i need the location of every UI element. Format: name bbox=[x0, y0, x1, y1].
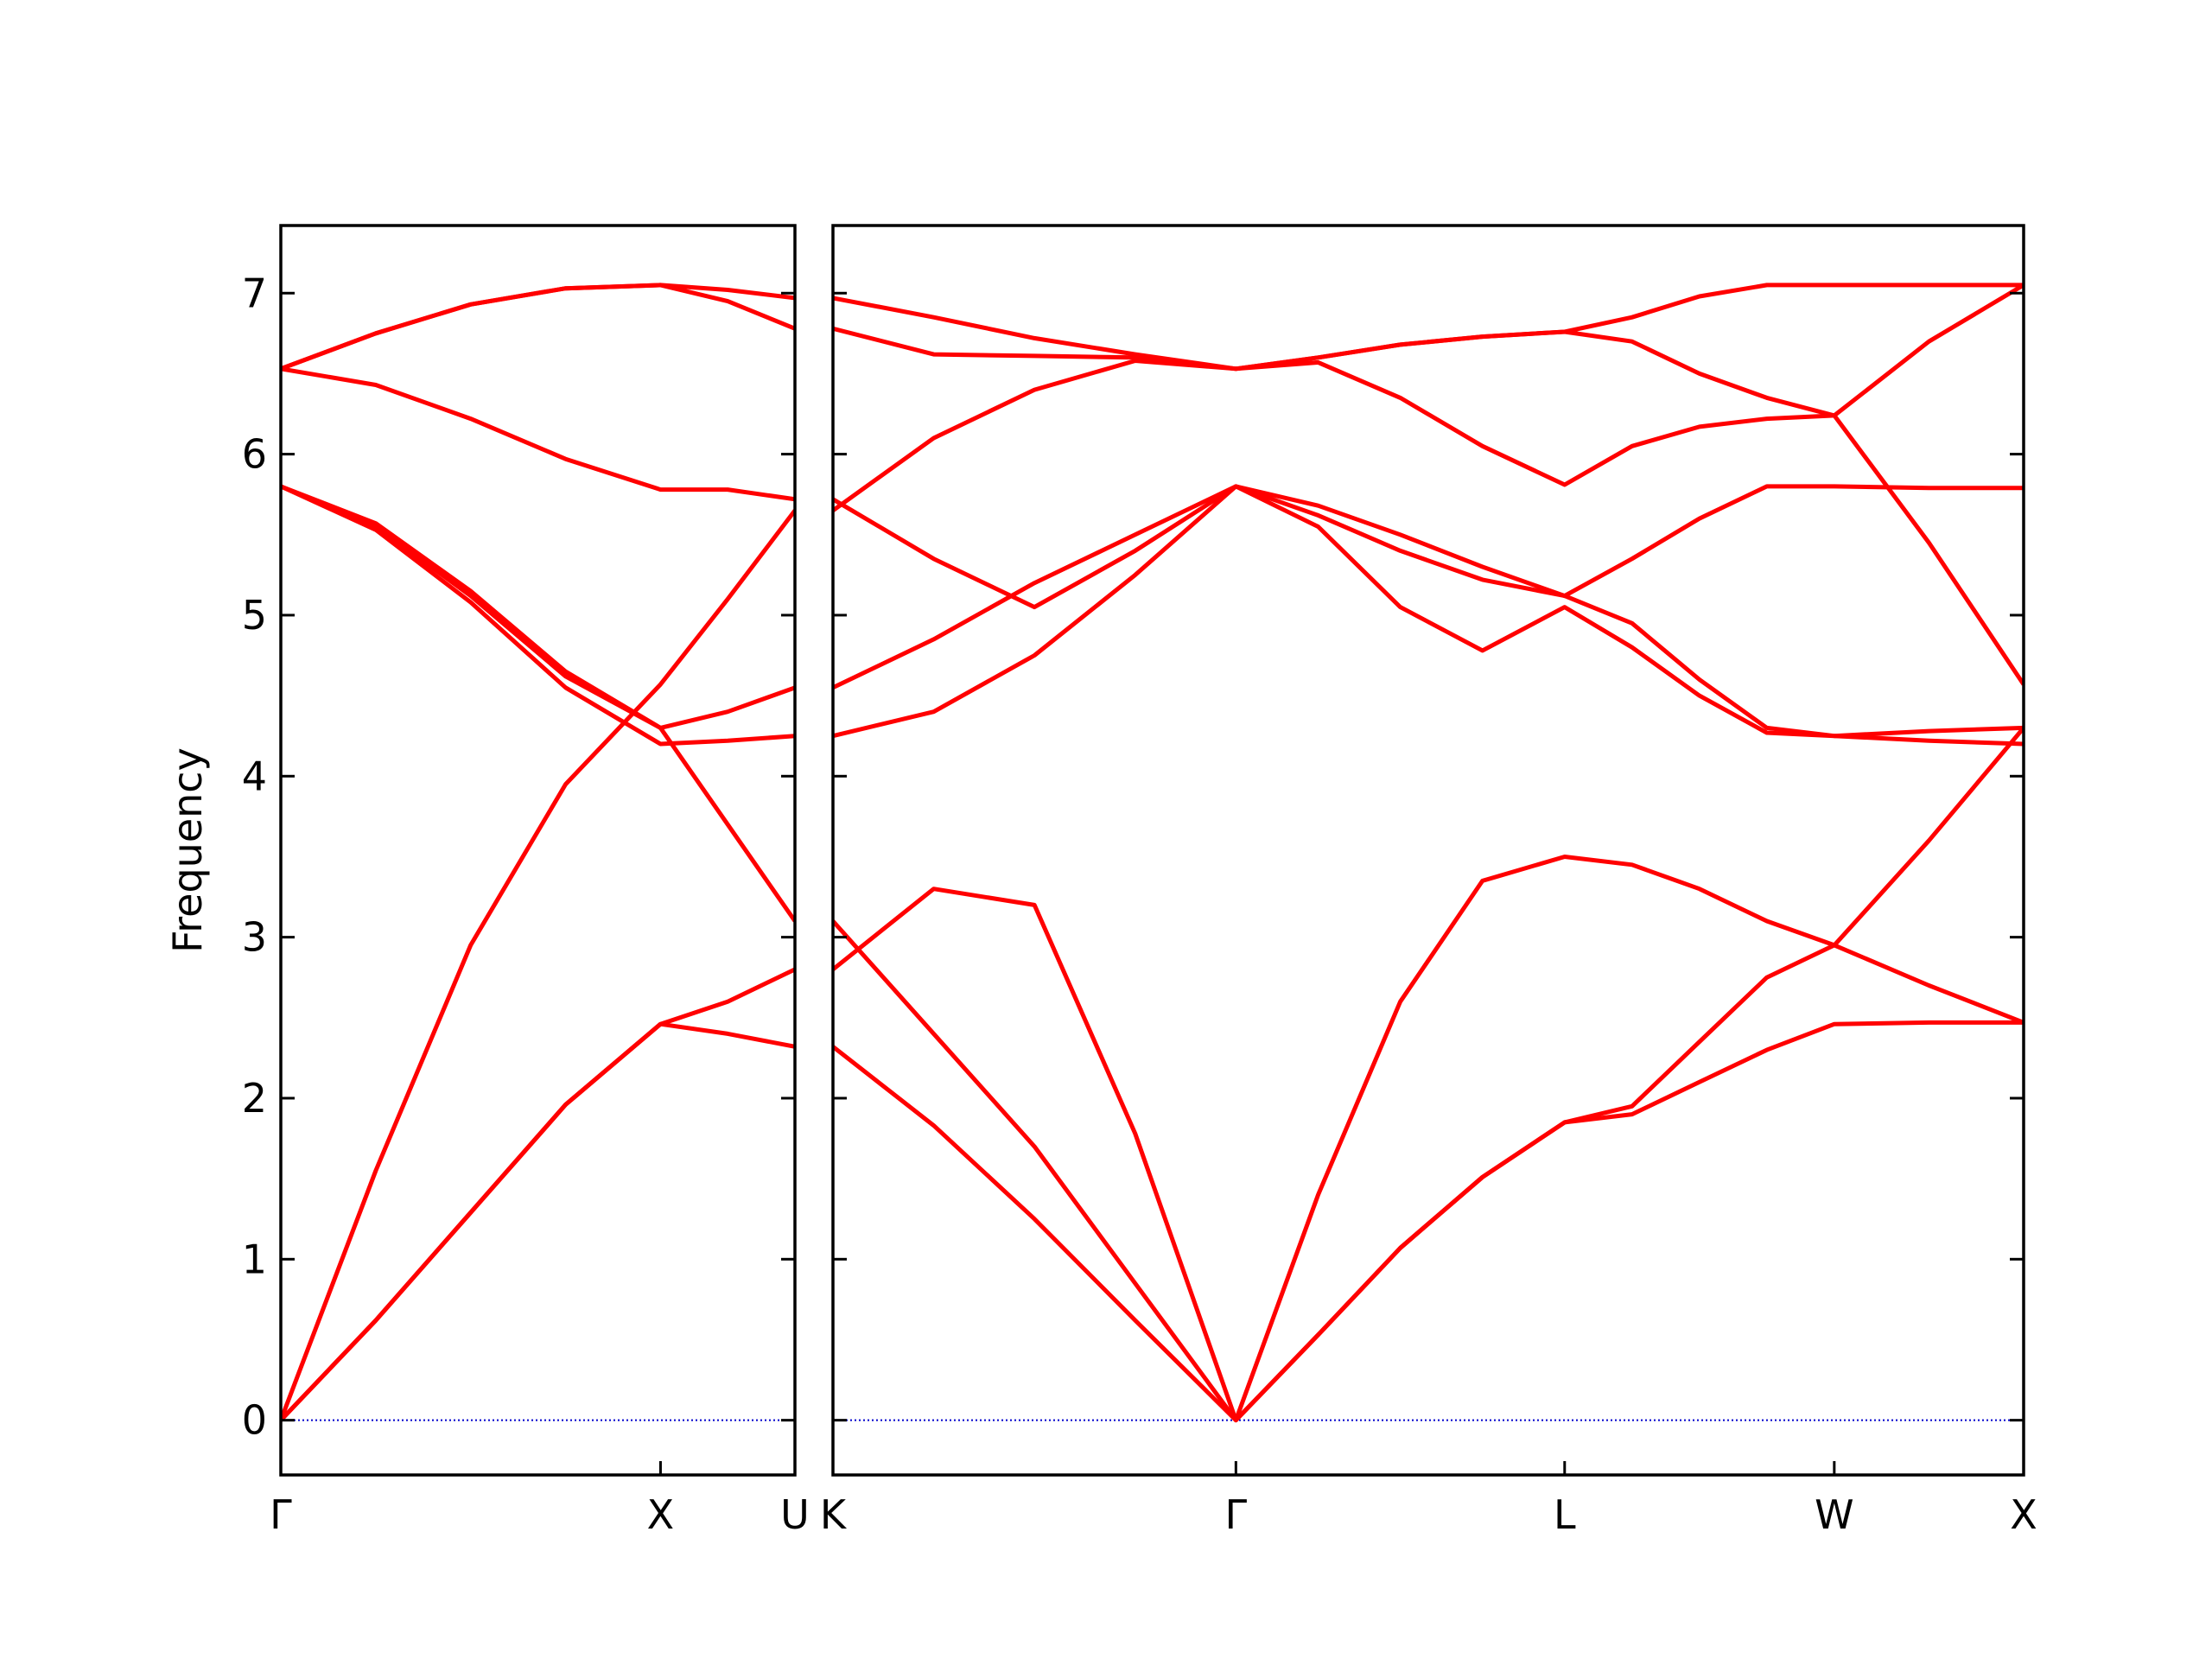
x-tick-label: W bbox=[1815, 1491, 1853, 1538]
y-tick-label: 2 bbox=[242, 1075, 267, 1122]
band-line bbox=[833, 726, 2024, 1423]
x-tick-label: U bbox=[780, 1491, 810, 1538]
x-tick-label: Γ bbox=[270, 1491, 292, 1538]
band-line bbox=[833, 484, 2024, 739]
band-line bbox=[833, 919, 2024, 1423]
band-line bbox=[833, 283, 2024, 418]
x-tick-label: X bbox=[647, 1491, 675, 1538]
band-line bbox=[833, 484, 2024, 747]
plot-area bbox=[833, 283, 2024, 1423]
band-line bbox=[281, 484, 795, 923]
plot-area bbox=[281, 283, 795, 1422]
band-line bbox=[281, 283, 795, 372]
y-axis-label: Frequency bbox=[164, 747, 211, 953]
y-tick-label: 5 bbox=[242, 592, 267, 639]
x-tick-label: K bbox=[820, 1491, 848, 1538]
x-tick-label: X bbox=[2010, 1491, 2037, 1538]
y-tick-label: 1 bbox=[242, 1236, 267, 1282]
panel: 0 1 2 3 4 5 6 7 Γ X U Frequency bbox=[164, 224, 810, 1538]
axes-frame bbox=[831, 224, 2025, 1477]
x-tick-label: L bbox=[1554, 1491, 1576, 1538]
band-line bbox=[281, 283, 795, 372]
y-tick-label: 4 bbox=[242, 753, 267, 799]
y-tick-label: 7 bbox=[242, 270, 267, 316]
band-line bbox=[281, 484, 795, 730]
band-line bbox=[281, 967, 795, 1422]
band-line bbox=[833, 359, 2024, 686]
y-tick-label: 0 bbox=[242, 1397, 267, 1444]
y-tick-label: 3 bbox=[242, 914, 267, 961]
band-line bbox=[281, 366, 795, 502]
y-tick-label: 6 bbox=[242, 431, 267, 478]
band-line bbox=[281, 509, 795, 1421]
x-tick-label: Γ bbox=[1225, 1491, 1248, 1538]
axes-frame bbox=[279, 224, 797, 1477]
band-line bbox=[833, 283, 2024, 372]
band-line bbox=[281, 484, 795, 747]
band-line bbox=[833, 484, 2024, 610]
